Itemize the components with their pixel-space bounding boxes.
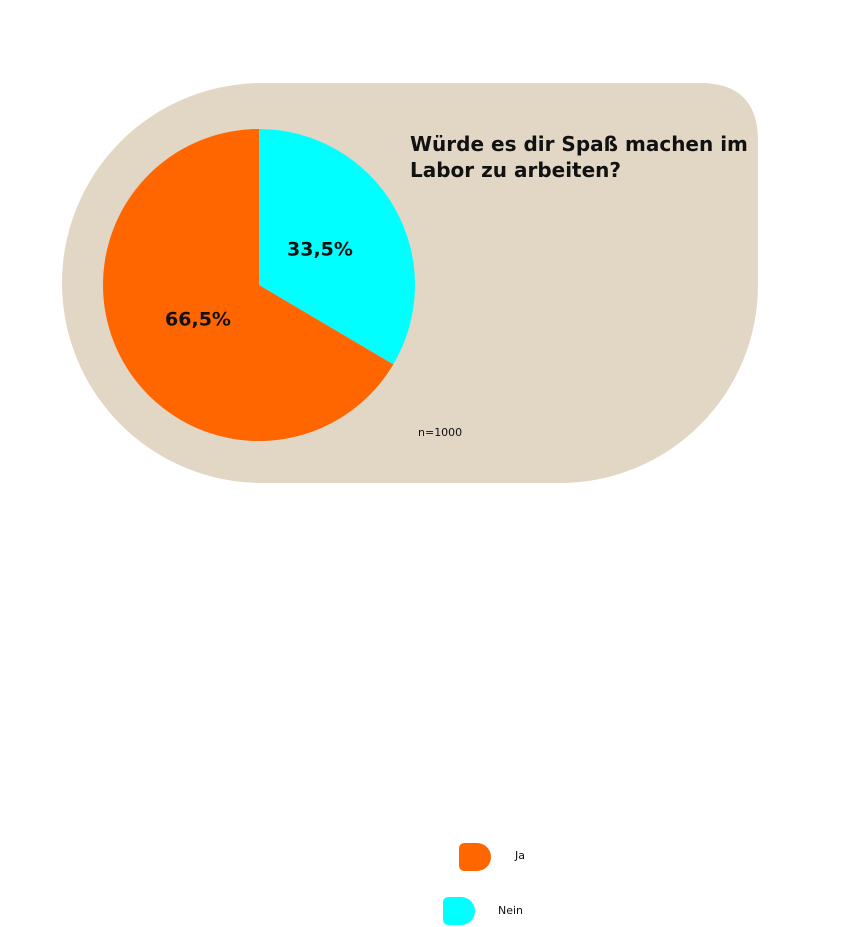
pie-slice-ja [102, 129, 394, 441]
pie-chart: 33,5% 66,5% [62, 83, 758, 483]
pie-slice-nein [259, 129, 415, 365]
legend-label-ja: Ja [515, 849, 525, 862]
legend-swatch-ja [459, 843, 491, 871]
slice-label-ja: 66,5% [165, 308, 231, 330]
sample-size-note: n=1000 [418, 426, 463, 439]
slice-label-nein: 33,5% [287, 239, 353, 261]
chart-title: Würde es dir Spaß machen im Labor zu arb… [410, 132, 748, 182]
legend-label-nein: Nein [498, 904, 524, 917]
chart-canvas: 33,5% 66,5% Würde es dir Spaß machen im L… [62, 83, 758, 925]
legend-swatch-nein [443, 897, 475, 925]
